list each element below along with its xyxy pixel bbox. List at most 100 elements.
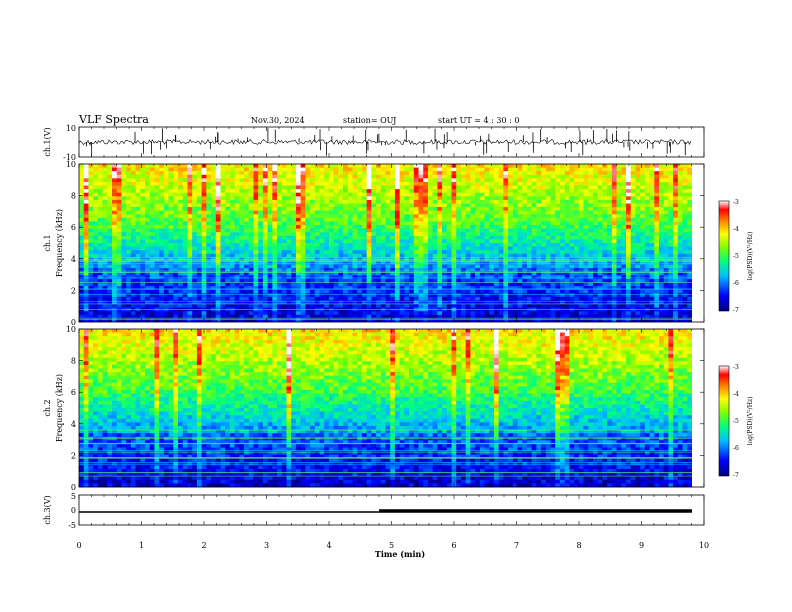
spectrogram-cell — [291, 235, 297, 240]
spectrogram-cell — [621, 210, 627, 215]
spectrogram-cell — [578, 275, 584, 280]
spectrogram-cell — [621, 203, 627, 208]
spectrogram-cell — [658, 185, 665, 190]
spectrogram-cell — [550, 203, 556, 208]
spectrogram-cell — [550, 192, 556, 197]
spectrogram-cell — [258, 250, 264, 255]
spectrogram-cell — [493, 253, 499, 258]
spectrogram-cell — [640, 246, 646, 251]
spectrogram-cell — [635, 246, 641, 251]
spectrogram-cell — [93, 260, 99, 265]
spectrogram-cell — [583, 264, 589, 269]
spectrogram-cell — [201, 214, 207, 219]
spectrogram-cell — [574, 235, 580, 240]
spectrogram-cell — [470, 203, 476, 208]
spectrogram-cell — [668, 260, 674, 265]
spectrogram-cell — [394, 171, 400, 176]
spectrogram-cell — [244, 264, 250, 269]
spectrogram-cell — [446, 278, 452, 283]
spectrogram-cell — [211, 214, 217, 219]
spectrogram-cell — [385, 192, 391, 197]
spectrogram-cell — [310, 235, 316, 240]
spectrogram-cell — [130, 232, 136, 237]
spectrogram-cell — [163, 174, 169, 179]
spectrogram-cell — [588, 207, 594, 211]
spectrogram-cell — [83, 228, 89, 233]
spectrogram-cell — [173, 246, 179, 251]
spectrogram-cell — [281, 250, 287, 255]
spectrogram-cell — [390, 264, 396, 269]
spectrogram-cell — [192, 293, 198, 298]
spectrogram-cell — [493, 289, 499, 294]
spectrogram-cell — [357, 253, 363, 258]
spectrogram-cell — [536, 221, 542, 226]
spectrogram-cell — [300, 174, 306, 179]
spectrogram-cell — [244, 278, 250, 283]
spectrogram-cell — [220, 203, 226, 208]
spectrogram-cell — [220, 192, 226, 197]
spectrogram-cell — [211, 225, 217, 229]
spectrogram-cell — [324, 185, 330, 190]
spectrogram-cell — [413, 203, 419, 208]
spectrogram-cell — [140, 271, 146, 276]
spectrogram-cell — [432, 243, 438, 247]
spectrogram-cell — [555, 210, 561, 215]
spectrogram-cell — [583, 246, 589, 251]
spectrogram-cell — [267, 268, 273, 273]
spectrogram-cell — [192, 164, 198, 168]
spectrogram-cell — [112, 210, 118, 215]
spectrogram-cell — [555, 260, 561, 265]
spectrogram-cell — [305, 181, 311, 186]
spectrogram-cell — [347, 268, 353, 273]
spectrogram-cell — [668, 271, 674, 276]
spectrogram-cell — [376, 268, 382, 273]
spectrogram-cell — [583, 293, 589, 298]
spectrogram-cell — [126, 271, 132, 276]
spectrogram-cell — [258, 203, 264, 208]
spectrogram-cell — [550, 210, 556, 215]
spectrogram-cell — [668, 232, 674, 237]
spectrogram-cell — [206, 178, 212, 183]
spectrogram-cell — [437, 232, 443, 237]
spectrogram-cell — [522, 217, 528, 222]
spectrogram-cell — [333, 171, 339, 176]
spectrogram-cell — [248, 271, 254, 276]
spectrogram-cell — [592, 264, 598, 269]
spectrogram-cell — [357, 228, 363, 233]
spectrogram-cell — [578, 289, 584, 294]
spectrogram-cell — [314, 171, 320, 176]
spectrogram-cell — [427, 271, 433, 276]
spectrogram-cell — [380, 232, 386, 237]
spectrogram-cell — [569, 214, 575, 219]
spectrogram-cell — [262, 239, 268, 244]
spectrogram-cell — [493, 178, 499, 183]
spectrogram-cell — [555, 253, 561, 258]
spectrogram-cell — [333, 253, 339, 258]
spectrogram-cell — [427, 171, 433, 176]
spectrogram-cell — [442, 228, 448, 233]
spectrogram-cell — [206, 235, 212, 240]
spectrogram-cell — [361, 178, 367, 183]
spectrogram-cell — [578, 293, 584, 298]
spectrogram-cell — [229, 196, 235, 201]
spectrogram-cell — [201, 192, 207, 197]
spectrogram-cell — [498, 289, 504, 294]
spectrogram-cell — [281, 271, 287, 276]
spectrogram-cell — [635, 264, 641, 269]
spectrogram-cell — [145, 264, 151, 269]
spectrogram-cell — [140, 178, 146, 183]
spectrogram-cell — [366, 228, 372, 233]
spectrogram-cell — [475, 178, 481, 183]
spectrogram-cell — [225, 243, 231, 247]
spectrogram-cell — [607, 268, 613, 273]
spectrogram-cell — [677, 164, 683, 168]
spectrogram-cell — [677, 174, 683, 179]
spectrogram-cell — [286, 250, 292, 255]
spectrogram-cell — [390, 192, 396, 197]
spectrogram-cell — [498, 221, 504, 226]
spectrogram-cell — [432, 232, 438, 237]
spectrogram-cell — [93, 217, 99, 222]
spectrogram-cell — [248, 260, 254, 265]
spectrogram-cell — [361, 210, 367, 215]
spectrogram-cell — [154, 203, 160, 208]
